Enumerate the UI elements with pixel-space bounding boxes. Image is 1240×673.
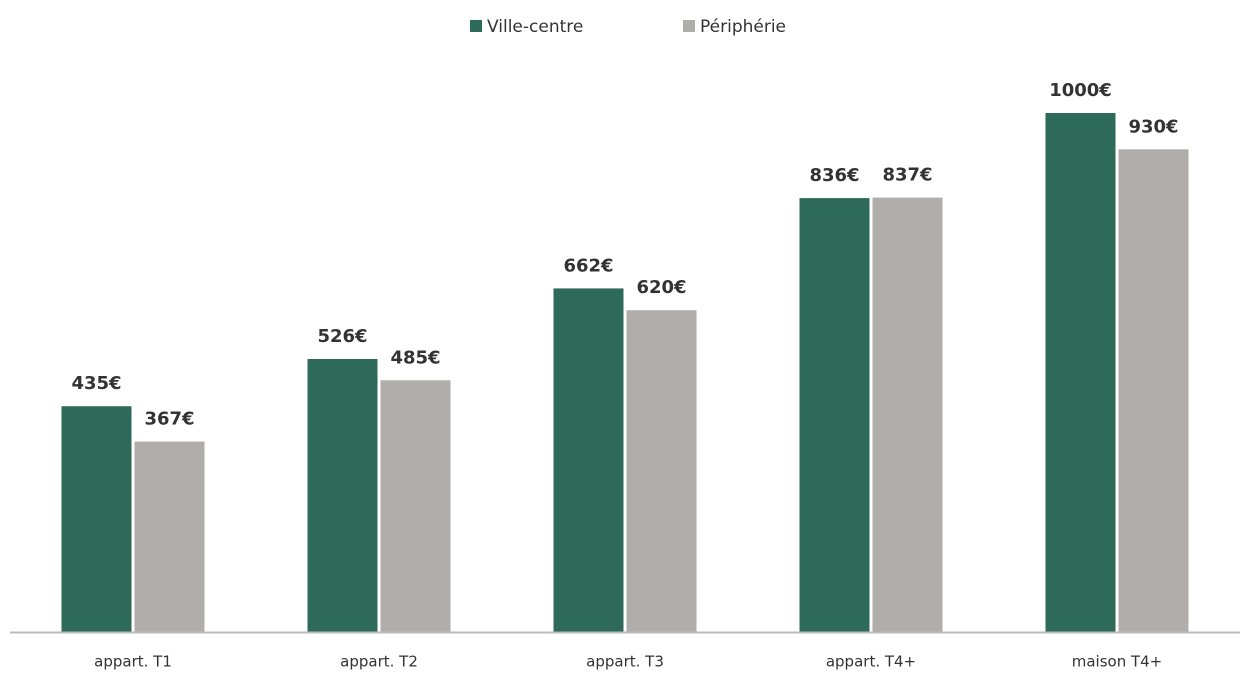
legend-label: Périphérie [700, 17, 786, 37]
bar [872, 197, 943, 633]
x-tick-label: maison T4+ [1072, 653, 1163, 671]
bar [1045, 113, 1116, 632]
bar [1118, 149, 1189, 632]
value-label: 485€ [390, 347, 440, 368]
legend-swatch [470, 20, 482, 32]
value-label: 1000€ [1049, 80, 1112, 101]
bar [380, 380, 451, 632]
x-tick-label: appart. T2 [340, 653, 418, 671]
bar [799, 198, 870, 632]
bar [307, 359, 378, 632]
value-label: 367€ [144, 409, 194, 430]
value-label: 930€ [1128, 116, 1178, 137]
value-label: 435€ [71, 373, 121, 394]
value-label: 526€ [317, 326, 367, 347]
bar [134, 441, 205, 632]
bar [626, 310, 697, 632]
x-tick-label: appart. T3 [586, 653, 664, 671]
value-label: 662€ [563, 255, 613, 276]
legend-label: Ville-centre [487, 17, 583, 37]
bar [61, 406, 132, 632]
bar [553, 288, 624, 632]
value-label: 620€ [636, 277, 686, 298]
value-label: 837€ [882, 165, 932, 186]
legend-swatch [683, 20, 695, 32]
x-tick-label: appart. T4+ [826, 653, 916, 671]
value-label: 836€ [809, 165, 859, 186]
x-tick-label: appart. T1 [94, 653, 172, 671]
